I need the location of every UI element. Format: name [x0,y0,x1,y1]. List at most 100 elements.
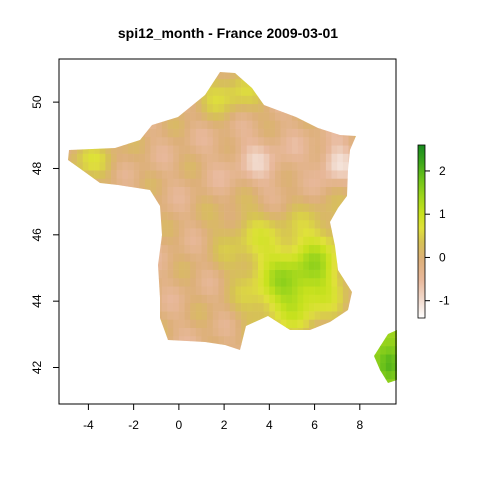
raster-cell [269,261,276,270]
raster-cell [127,269,134,279]
raster-cell [224,286,231,295]
raster-cell [365,336,371,345]
raster-cell [88,219,95,229]
raster-cell [207,120,214,129]
raster-cell [105,170,112,179]
raster-cell [122,228,129,237]
raster-cell [116,236,123,246]
raster-cell [320,112,327,121]
raster-cell [297,236,304,246]
raster-cell [337,277,344,287]
raster-cell [195,145,202,154]
raster-cell [82,286,89,295]
raster-cell [94,353,100,362]
raster-cell [280,78,287,88]
raster-cell [178,311,185,320]
raster-cell [82,344,89,350]
raster-cell [348,203,355,212]
raster-cell [348,103,355,113]
raster-cell [111,236,117,246]
raster-cell [229,219,236,229]
raster-cell [280,244,287,254]
raster-cell [133,112,140,121]
raster-cell [173,203,180,212]
raster-cell [258,269,264,279]
raster-cell [173,211,180,221]
raster-cell [280,277,287,287]
raster-cell [286,195,293,204]
raster-cell [150,236,157,246]
raster-cell [167,87,174,96]
raster-cell [88,145,95,154]
raster-cell [127,344,134,350]
raster-cell [320,253,327,262]
raster-cell [275,186,281,196]
raster-cell [229,319,236,328]
raster-cell [201,78,208,88]
raster-cell [365,220,371,229]
raster-cell [303,62,309,71]
raster-cell [286,344,293,350]
raster-cell [139,311,146,320]
raster-cell [133,186,140,196]
raster-cell [291,153,298,163]
raster-cell [229,78,236,88]
raster-cell [150,219,157,229]
raster-cell [68,203,72,212]
x-tick-label: 8 [356,418,363,432]
raster-cell [331,195,338,204]
raster-cell [71,219,78,229]
raster-cell [258,145,264,154]
raster-cell [263,277,270,287]
raster-cell [380,345,387,355]
raster-cell [235,353,241,362]
raster-cell [190,72,197,80]
raster-cell [68,336,72,345]
raster-cell [297,211,304,221]
raster-cell [150,327,157,337]
raster-cell [252,228,259,237]
raster-cell [342,103,349,113]
raster-cell [275,112,281,121]
raster-cell [241,244,248,254]
raster-cell [111,145,117,154]
raster-cell [94,336,101,345]
raster-cell [337,236,344,246]
raster-cell [161,87,168,96]
raster-cell [331,253,338,262]
raster-cell [252,327,259,337]
raster-cell [207,62,213,71]
raster-cell [111,219,117,229]
raster-cell [111,261,117,270]
raster-cell [105,128,112,138]
raster-cell [235,62,241,71]
raster-cell [297,178,304,188]
raster-cell [230,353,236,362]
raster-cell [133,103,140,113]
raster-cell [246,211,253,221]
raster-cell [342,178,349,188]
raster-cell [156,269,163,279]
raster-cell [127,286,134,295]
raster-cell [218,336,225,345]
raster-cell [263,236,270,246]
raster-cell [173,302,180,312]
raster-cell [241,353,247,362]
raster-cell [190,62,196,71]
raster-cell [127,178,134,188]
raster-cell [325,261,332,270]
raster-cell [229,161,236,171]
raster-cell [99,145,106,154]
raster-cell [116,294,123,304]
raster-cell [212,286,219,295]
raster-cell [337,195,344,204]
raster-cell [349,62,355,71]
raster-cell [184,195,191,204]
raster-cell [218,353,224,362]
raster-cell [314,145,321,154]
raster-cell [246,186,253,196]
raster-cell [111,186,117,196]
raster-cell [71,211,78,221]
raster-cell [116,261,123,270]
raster-cell [161,103,168,113]
